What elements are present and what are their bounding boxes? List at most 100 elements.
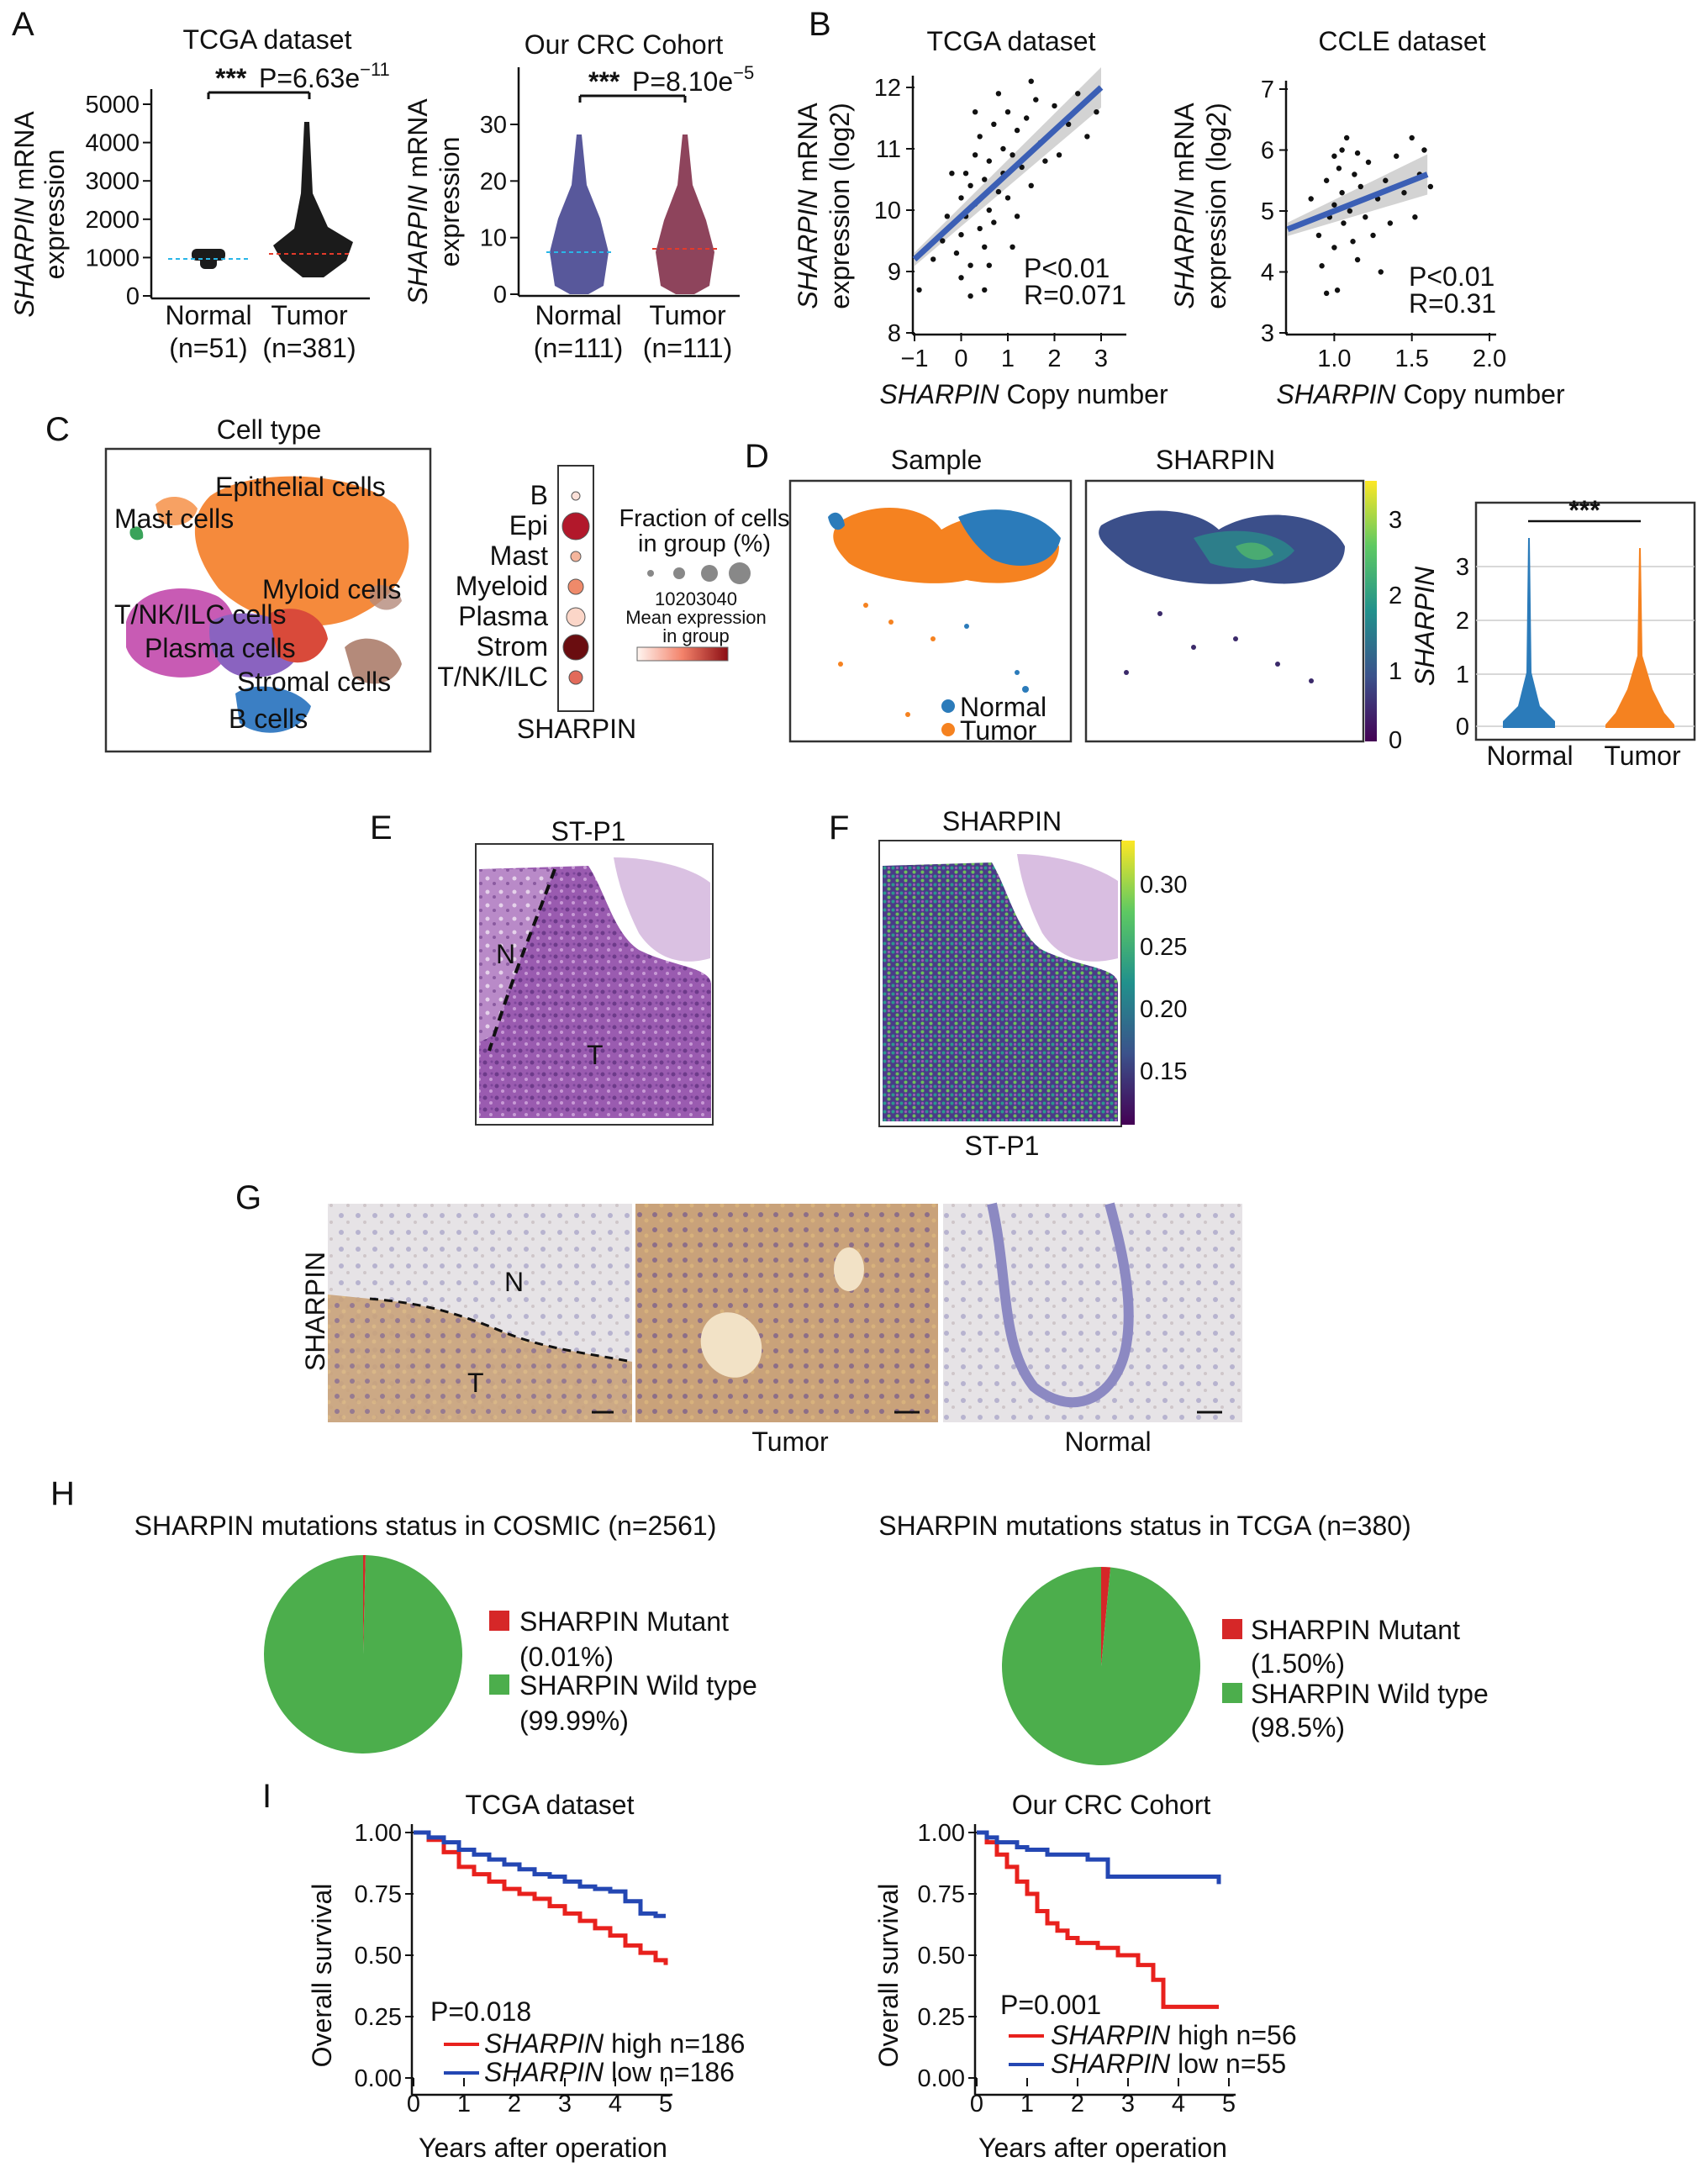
panel-i-right-ylabel: Overall survival: [873, 1884, 904, 2068]
b-left-point: [962, 171, 969, 177]
panel-a-left-n-tumor: (n=381): [262, 333, 356, 363]
i-left-yticklabel: 0.25: [355, 2004, 402, 2031]
panel-i-left-ylabel: Overall survival: [307, 1884, 337, 2068]
i-right-yticklabel: 0.25: [918, 2004, 965, 2031]
b-left-yticklabel: 10: [874, 198, 901, 224]
b-left-point: [991, 121, 997, 127]
i-right-xticklabel: 2: [1071, 2091, 1084, 2117]
panel-i-left-high: SHARPIN high n=186: [484, 2028, 745, 2059]
a-left-y-ticklabel-2: 2000: [85, 207, 140, 234]
umap-bcells-blob: [235, 686, 311, 733]
b-right-point: [1343, 134, 1350, 141]
violin-sig: ***: [1568, 495, 1600, 525]
b-right-point: [1323, 290, 1330, 297]
a-left-y-ticklabel-0: 0: [126, 283, 140, 310]
panel-e-region-t: T: [587, 1040, 604, 1070]
i-left-xticklabel: 2: [508, 2091, 521, 2117]
panel-d-cbar-2: 2: [1389, 583, 1402, 609]
panel-d-gene-title: SHARPIN: [1156, 445, 1275, 475]
b-left-point: [916, 287, 922, 293]
violin-ytick-2: 2: [1456, 608, 1469, 635]
dot-strom: [562, 634, 589, 661]
b-left-point: [930, 256, 936, 262]
b-left-point: [1024, 115, 1030, 121]
panel-c-umap: Cell type Epithelial cells Mast cells My…: [104, 414, 432, 753]
b-right-point: [1331, 245, 1337, 250]
panel-h-left-title: SHARPIN mutations status in COSMIC (n=25…: [134, 1511, 717, 1541]
panel-b-right-stat-r: R=0.31: [1409, 288, 1496, 319]
b-left-point: [991, 219, 997, 225]
panel-a-left-yticks: 0 1000 2000 3000 4000 5000: [85, 92, 151, 310]
panel-i-right-low: SHARPIN low n=55: [1051, 2049, 1286, 2079]
b-right-point: [1334, 287, 1341, 293]
i-left-yticklabel: 0.50: [355, 1943, 402, 1970]
panel-h-left-wild-label: SHARPIN Wild type: [519, 1670, 757, 1701]
panel-b-left-ylabel-2: expression (log2): [825, 103, 855, 309]
panel-h-right-wild-label: SHARPIN Wild type: [1251, 1679, 1489, 1709]
dot-myeloid: [567, 578, 584, 595]
panel-i-right-title: Our CRC Cohort: [1012, 1790, 1211, 1820]
b-left-point: [972, 109, 978, 115]
b-left-point: [953, 250, 960, 256]
b-left-point: [958, 275, 964, 281]
legend-frac-title-1: Fraction of cells: [619, 505, 789, 532]
panel-a-right-ylabel: SHARPIN mRNA: [403, 98, 433, 305]
b-left-point: [982, 177, 988, 182]
i-left-xticklabel: 0: [407, 2091, 420, 2117]
i-right-yticklabel: 0.00: [918, 2065, 965, 2092]
b-right-point: [1315, 232, 1322, 239]
panel-i-left-km: 0 1 2 3 4 5 0.00 0.25 0.50 0.75 1.00: [355, 1820, 673, 2117]
b-left-point: [1028, 78, 1034, 84]
b-left-point: [972, 152, 978, 158]
b-left-point: [1004, 109, 1011, 115]
i-left-xticklabel: 4: [609, 2091, 622, 2117]
b-right-point: [1421, 147, 1427, 153]
b-left-point: [958, 232, 964, 238]
panel-i-left-title: TCGA dataset: [466, 1790, 635, 1820]
panel-b-left-ylabel: SHARPIN mRNA: [793, 103, 823, 309]
legend-dot-tumor: [941, 723, 955, 736]
panel-a-left-ylabel-2: expression: [40, 150, 70, 280]
panel-a-right-yticks: 0 10 20 30: [480, 112, 519, 309]
dot-row-label: Strom: [477, 631, 548, 662]
panel-f-subtitle: ST-P1: [965, 1131, 1040, 1161]
umap-mast-blob: [129, 526, 144, 541]
panel-label-a: A: [12, 6, 34, 43]
panel-b-left-stat-r: R=0.071: [1024, 280, 1126, 310]
panel-h-right-pie: [1001, 1567, 1200, 1765]
violin-ytick-0: 0: [1456, 714, 1469, 741]
panel-h-right-wild-pct: (98.5%): [1251, 1712, 1345, 1743]
panel-i-right-high: SHARPIN high n=56: [1051, 2020, 1297, 2050]
legend-mean-2: in group: [662, 625, 730, 646]
legend-wild-swatch-right: [1222, 1683, 1242, 1703]
panel-e-region-n: N: [496, 939, 515, 969]
cluster-label-stromal: Stromal cells: [237, 667, 391, 697]
panel-i-left-low: SHARPIN low n=186: [484, 2057, 735, 2087]
b-left-point: [967, 262, 973, 268]
b-left-point: [982, 287, 988, 293]
b-right-point: [1308, 196, 1314, 202]
b-right-point: [1387, 220, 1394, 226]
panel-e-st-image: ST-P1 N T: [475, 816, 714, 1126]
b-left-point: [1019, 164, 1025, 171]
panel-b-left: TCGA dataset SHARPIN mRNA expression (lo…: [793, 26, 1168, 409]
b-right-xticklabel: 2.0: [1473, 345, 1506, 372]
i-right-xticklabel: 1: [1020, 2091, 1034, 2117]
b-left-yticklabel: 12: [874, 75, 901, 102]
dot-row-label: Epi: [509, 510, 548, 541]
i-left-xticklabel: 3: [558, 2091, 572, 2117]
b-right-yticklabel: 3: [1261, 320, 1274, 347]
b-right-point: [1394, 153, 1400, 159]
i-right-xticklabel: 3: [1121, 2091, 1135, 2117]
panel-f-cbar-020: 0.20: [1140, 996, 1187, 1023]
a-left-y-ticklabel-3: 3000: [85, 168, 140, 195]
b-right-point: [1354, 256, 1361, 263]
panel-i-left-xlabel: Years after operation: [419, 2133, 667, 2163]
b-right-yticklabel: 7: [1261, 76, 1274, 103]
b-left-point: [1010, 244, 1015, 250]
b-right-point: [1323, 177, 1330, 183]
panel-b-left-title: TCGA dataset: [927, 26, 1096, 56]
dot-row-label: T/NK/ILC: [437, 662, 548, 692]
dot-row-label: Plasma: [458, 601, 548, 631]
cluster-label-plasma: Plasma cells: [145, 633, 296, 663]
